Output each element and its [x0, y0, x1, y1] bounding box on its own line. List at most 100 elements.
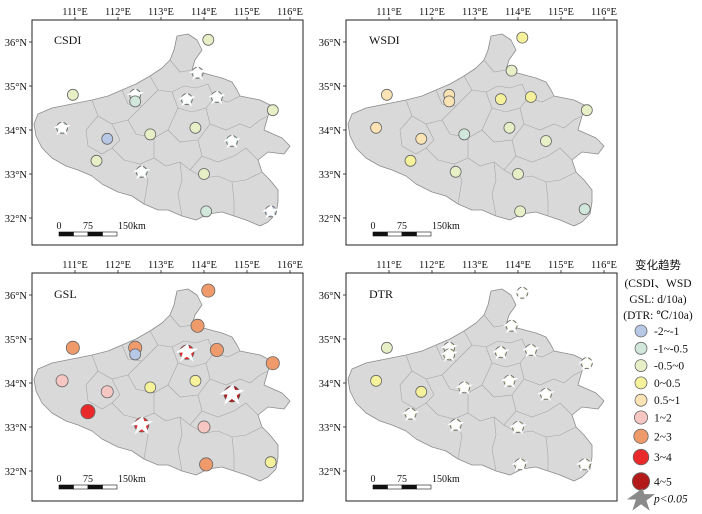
lon-tick-label: 114°E [191, 260, 217, 271]
station-marker [516, 31, 529, 44]
lat-tick-label: 36°N [319, 291, 342, 302]
panel-title-dtr: DTR [369, 287, 393, 301]
lat-tick-label: 32°N [5, 214, 28, 225]
lat-tick-label: 35°N [319, 335, 342, 346]
station-marker [144, 128, 157, 141]
station-marker [449, 165, 462, 178]
stations-gsl [55, 283, 280, 472]
scale-label: 0 [371, 474, 376, 485]
scale-segment [102, 484, 118, 490]
station-marker [580, 104, 593, 117]
scale-segment [87, 231, 103, 237]
station-marker [199, 457, 214, 472]
legend-title-line-4: (DTR: ℃/10a) [623, 310, 693, 322]
station-marker [505, 64, 518, 77]
scale-bar: 0 75 150km [371, 221, 460, 237]
scale-segment [73, 231, 89, 237]
station-marker [494, 93, 507, 106]
scale-segment [372, 231, 388, 237]
scale-label: 150km [432, 221, 460, 232]
lon-tick-label: 112°E [105, 260, 131, 271]
station-marker [197, 420, 211, 434]
legend-swatch [634, 410, 649, 425]
station-marker [404, 154, 417, 167]
significance-star-icon [635, 493, 646, 504]
lon-tick-label: 112°E [419, 7, 445, 18]
lat-tick-label: 33°N [319, 170, 342, 181]
station-marker [578, 203, 591, 216]
legend-label: -1~-0.5 [654, 343, 688, 355]
lat-tick-label: 36°N [5, 38, 28, 49]
lat-tick-label: 32°N [5, 467, 28, 478]
legend-label: -2~-1 [654, 326, 680, 338]
station-marker [189, 374, 202, 387]
scale-segment [87, 484, 103, 490]
lat-tick-label: 32°N [319, 214, 342, 225]
panel-title-gsl: GSL [54, 287, 77, 301]
station-marker [100, 385, 114, 399]
scale-label: 75 [83, 474, 93, 485]
legend-significance-label: p<0.05 [653, 494, 688, 506]
scale-segment [416, 484, 432, 490]
station-marker [503, 121, 516, 134]
lon-tick-label: 111°E [376, 260, 402, 271]
scale-segment [387, 231, 403, 237]
lat-tick-label: 33°N [319, 423, 342, 434]
scale-label: 150km [118, 474, 146, 485]
lat-tick-label: 36°N [5, 291, 28, 302]
station-marker [264, 456, 277, 469]
lon-tick-label: 111°E [62, 7, 88, 18]
scale-segment [387, 484, 403, 490]
lon-tick-label: 115°E [234, 260, 260, 271]
station-marker [370, 121, 383, 134]
lon-tick-label: 113°E [462, 7, 488, 18]
scale-segment [102, 231, 118, 237]
scale-label: 75 [397, 221, 407, 232]
station-marker [525, 91, 537, 103]
station-marker [443, 95, 456, 108]
legend-label: 2~3 [654, 431, 672, 443]
scale-label: 0 [57, 474, 62, 485]
legend-title-line-3: GSL: d/10a) [629, 294, 686, 306]
legend-label: 0~0.5 [654, 378, 681, 390]
lon-tick-label: 112°E [419, 260, 445, 271]
stations-wsdi [370, 31, 593, 218]
scale-label: 150km [118, 221, 146, 232]
station-marker [189, 121, 202, 134]
lon-tick-label: 114°E [505, 7, 531, 18]
scale-label: 150km [432, 474, 460, 485]
scale-bar: 0 75 150km [57, 221, 146, 237]
lon-tick-label: 111°E [62, 260, 88, 271]
station-marker [415, 385, 428, 398]
station-marker [512, 168, 524, 180]
legend-label: 3~4 [654, 452, 672, 464]
station-layer [55, 31, 593, 472]
station-marker [415, 132, 428, 145]
station-marker [129, 348, 142, 361]
station-marker [370, 374, 383, 387]
station-marker [458, 128, 471, 141]
legend-swatch [634, 324, 648, 338]
lat-tick-label: 34°N [5, 379, 28, 390]
lon-tick-label: 113°E [462, 260, 488, 271]
station-marker [129, 95, 142, 108]
station-marker [65, 340, 80, 355]
station-marker [514, 205, 527, 218]
lat-tick-label: 33°N [5, 170, 28, 181]
legend-title-line-1: 变化趋势 [635, 258, 681, 272]
legend-label: 0.5~1 [654, 395, 681, 407]
scale-layer: 0 75 150km 0 75 150km 0 75 150km 0 75 150km [57, 221, 460, 490]
legend-label: 4~5 [654, 476, 672, 488]
station-marker [55, 374, 69, 388]
lat-tick-label: 34°N [319, 379, 342, 390]
legend-swatch [631, 472, 651, 491]
lon-tick-label: 114°E [505, 260, 531, 271]
legend-swatch [634, 341, 648, 355]
station-marker [209, 342, 224, 357]
scale-segment [401, 231, 417, 237]
station-marker [540, 135, 552, 147]
station-marker [190, 318, 205, 333]
panel-title-wsdi: WSDI [369, 33, 400, 47]
lon-tick-label: 115°E [234, 7, 260, 18]
lon-tick-label: 115°E [548, 260, 574, 271]
